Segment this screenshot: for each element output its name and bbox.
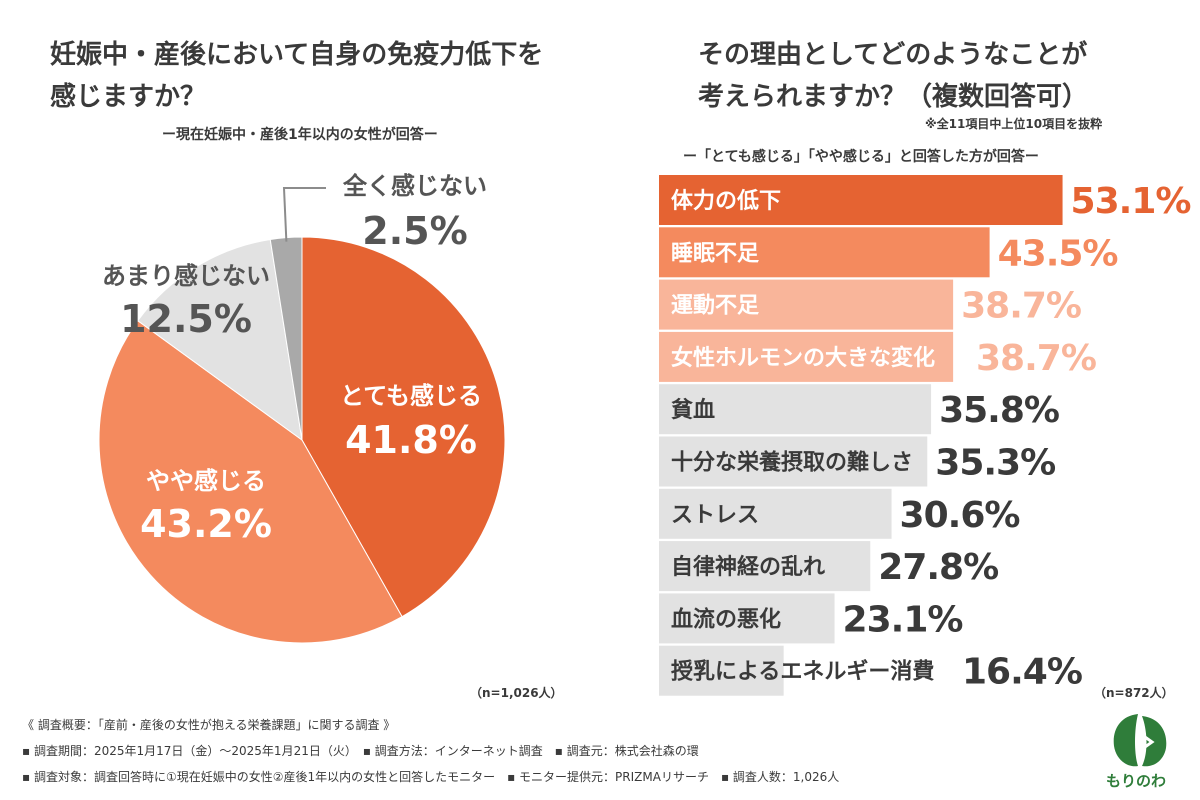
bar-value-3: 38.7% xyxy=(976,338,1096,379)
left-chart-subtitle: ー現在妊娠中・産後1年以内の女性が回答ー xyxy=(162,127,438,143)
leaf-logo-icon xyxy=(1113,714,1167,767)
left-chart-title: 妊娠中・産後において自身の免疫力低下を 感じますか？ xyxy=(50,34,543,118)
bar-2 xyxy=(659,279,954,330)
bar-label-1: 睡眠不足 xyxy=(671,241,759,266)
pie-value-yaya: 43.2% xyxy=(140,502,272,546)
pie-chart: とても感じる 41.8% やや感じる 43.2% あまり感じない 12.5% 全く感じない 2… xyxy=(98,172,506,644)
left-title-line1: 妊娠中・産後において自身の免疫力低下を xyxy=(50,40,544,70)
bar-6 xyxy=(659,488,892,539)
bar-8 xyxy=(659,593,835,644)
bar-label-9: 授乳によるエネルギー消費 xyxy=(671,659,934,685)
bar-7 xyxy=(659,541,871,592)
pie-value-totemo: 41.8% xyxy=(345,418,477,462)
left-title-line2: 感じますか？ xyxy=(50,82,207,113)
pie-slice-amari xyxy=(137,238,303,442)
bar-4 xyxy=(659,384,932,435)
right-chart-note: ※全11項目中上位10項目を抜粋 xyxy=(925,117,1103,131)
survey-overview-heading: 《 調査概要：「産前・産後の女性が抱える栄養課題」に関する調査 》 xyxy=(22,718,396,732)
bar-label-4: 貧血 xyxy=(671,397,715,423)
right-chart-title: その理由としてどのようなことが 考えられますか？（複数回答可） xyxy=(698,34,1088,118)
pie-label-amari: あまり感じない xyxy=(102,262,270,290)
bar-9 xyxy=(659,645,784,696)
bar-label-7: 自律神経の乱れ xyxy=(671,554,825,580)
bar-label-8: 血流の悪化 xyxy=(671,606,781,632)
bar-value-0: 53.1% xyxy=(1071,181,1191,222)
survey-target-info: ▪ 調査対象：調査回答時に①現在妊娠中の女性②産後1年以内の女性と回答したモニタ… xyxy=(22,770,840,784)
pie-leader-line xyxy=(282,187,326,242)
pie-slice-totemo xyxy=(301,236,506,618)
bar-label-3: 女性ホルモンの大きな変化 xyxy=(671,345,935,371)
bar-value-4: 35.8% xyxy=(939,390,1059,431)
pie-label-yaya: やや感じる xyxy=(146,467,266,495)
morinowa-logo: もりのわ xyxy=(1106,710,1172,792)
right-chart-subtitle: ー「とても感じる」「やや感じる」と回答した方が回答ー xyxy=(683,149,1039,165)
logo-text: もりのわ xyxy=(1106,772,1167,790)
bar-value-1: 43.5% xyxy=(998,233,1118,274)
pie-value-amari: 12.5% xyxy=(120,297,252,341)
bar-value-2: 38.7% xyxy=(961,286,1081,327)
bar-label-6: ストレス xyxy=(671,503,759,528)
bar-3 xyxy=(659,331,954,382)
right-sample-size: （n=872人） xyxy=(1094,686,1174,700)
pie-label-totemo: とても感じる xyxy=(340,382,482,410)
bar-label-5: 十分な栄養摂取の難しさ xyxy=(671,450,913,476)
bar-value-5: 35.3% xyxy=(935,443,1055,484)
bar-value-6: 30.6% xyxy=(900,495,1020,536)
bar-value-8: 23.1% xyxy=(843,599,963,640)
bar-0 xyxy=(659,175,1063,225)
right-title-line1: その理由としてどのようなことが xyxy=(698,40,1088,70)
right-title-line2: 考えられますか？（複数回答可） xyxy=(698,82,1089,113)
bar-label-0: 体力の低下 xyxy=(671,189,781,214)
bar-label-2: 運動不足 xyxy=(671,294,759,319)
survey-period-method: ▪ 調査期間：2025年1月17日（金）〜2025年1月21日（火） ▪ 調査方… xyxy=(22,744,699,758)
bar-value-7: 27.8% xyxy=(878,547,998,588)
pie-label-mattaku: 全く感じない xyxy=(342,172,487,200)
pie-slice-yaya xyxy=(98,319,403,644)
bar-chart: 体力の低下 53.1% 睡眠不足 43.5% 運動不足 38.7% 女性ホルモンの大きな変化… xyxy=(659,175,1191,696)
bar-5 xyxy=(659,436,928,487)
pie-value-mattaku: 2.5% xyxy=(362,209,467,253)
bar-value-9: 16.4% xyxy=(962,652,1082,693)
left-sample-size: （n=1,026人） xyxy=(470,686,563,700)
bar-1 xyxy=(659,227,990,278)
